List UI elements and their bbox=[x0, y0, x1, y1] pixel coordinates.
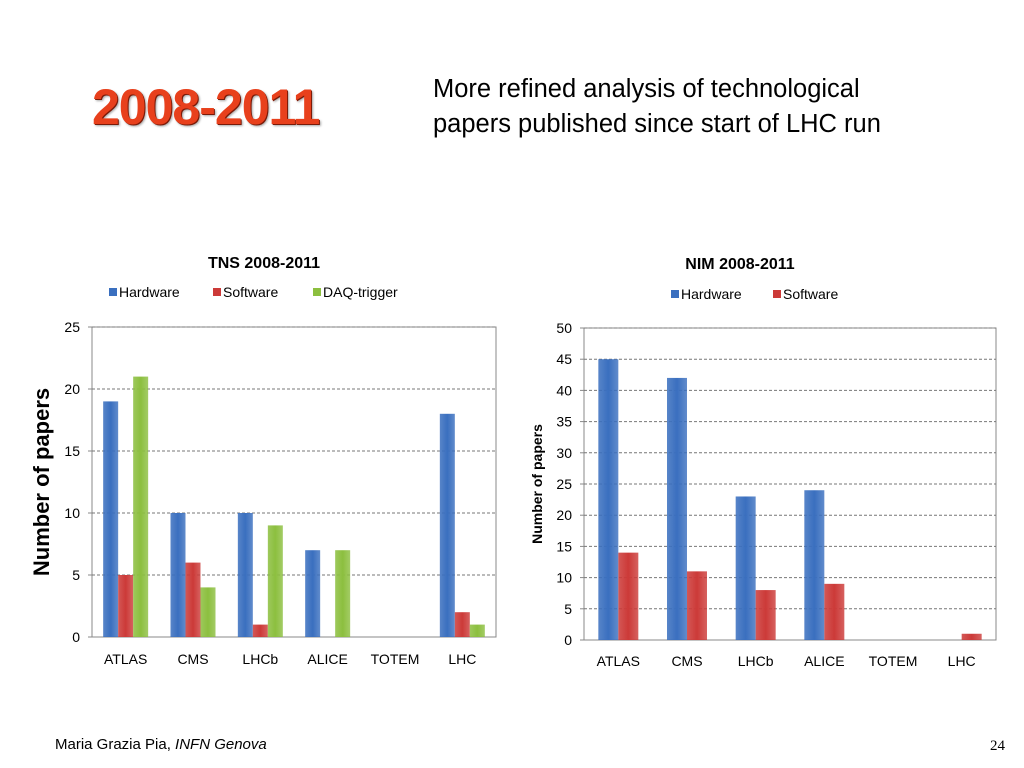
bar-hardware-cms bbox=[170, 513, 186, 637]
legend-swatch bbox=[773, 290, 781, 298]
legend-label: Software bbox=[223, 284, 278, 300]
bar-hardware-lhc bbox=[439, 413, 455, 637]
bar-daq-trigger-lhc bbox=[469, 624, 485, 637]
x-tick-label: ALICE bbox=[307, 651, 347, 667]
chart-title: TNS 2008-2011 bbox=[208, 255, 320, 272]
bar-hardware-alice bbox=[804, 490, 825, 640]
y-tick-label: 35 bbox=[556, 414, 572, 430]
bar-daq-trigger-alice bbox=[335, 550, 351, 637]
x-tick-label: ATLAS bbox=[597, 653, 640, 669]
x-tick-label: CMS bbox=[177, 651, 208, 667]
legend-label: Software bbox=[783, 286, 838, 302]
legend-label: Hardware bbox=[119, 284, 180, 300]
legend-label: Hardware bbox=[681, 286, 742, 302]
y-tick-label: 20 bbox=[64, 381, 80, 397]
legend-swatch bbox=[671, 290, 679, 298]
subtitle-line-1: More refined analysis of technological bbox=[433, 75, 860, 103]
bar-hardware-atlas bbox=[598, 359, 619, 640]
x-tick-label: LHC bbox=[948, 653, 976, 669]
bar-hardware-alice bbox=[305, 550, 321, 637]
x-tick-label: LHC bbox=[448, 651, 476, 667]
chart-title: NIM 2008-2011 bbox=[685, 256, 795, 273]
bar-hardware-cms bbox=[667, 377, 687, 640]
bar-software-lhcb bbox=[252, 624, 268, 637]
y-tick-label: 5 bbox=[564, 601, 572, 617]
page-number: 24 bbox=[990, 738, 1005, 754]
y-tick-label: 15 bbox=[64, 443, 80, 459]
y-tick-label: 20 bbox=[556, 507, 572, 523]
x-tick-label: LHCb bbox=[738, 653, 774, 669]
x-tick-label: TOTEM bbox=[371, 651, 420, 667]
x-tick-label: CMS bbox=[671, 653, 702, 669]
bar-daq-trigger-lhcb bbox=[267, 525, 283, 637]
y-tick-label: 10 bbox=[64, 505, 80, 521]
y-tick-label: 50 bbox=[556, 320, 572, 336]
x-tick-label: ATLAS bbox=[104, 651, 147, 667]
bar-software-cms bbox=[185, 562, 201, 637]
plot-frame bbox=[91, 326, 497, 638]
y-tick-label: 25 bbox=[64, 319, 80, 335]
slide-subtitle: More refined analysis of technological p… bbox=[433, 72, 993, 142]
footer-institution: INFN Genova bbox=[175, 736, 267, 753]
y-tick-label: 5 bbox=[72, 567, 80, 583]
y-tick-label: 0 bbox=[564, 632, 572, 648]
chart-1: TNS 2008-2011 Hardware Software DAQ-trigger… bbox=[29, 255, 497, 667]
x-tick-label: ALICE bbox=[804, 653, 844, 669]
footer-credit: Maria Grazia Pia, INFN Genova bbox=[55, 736, 267, 753]
legend-swatch bbox=[313, 288, 321, 296]
bar-hardware-lhcb bbox=[237, 513, 253, 637]
y-axis-label: Number of papers bbox=[529, 424, 545, 544]
y-axis-label: Number of papers bbox=[29, 388, 54, 576]
y-tick-label: 40 bbox=[556, 382, 572, 398]
bar-software-cms bbox=[687, 571, 707, 640]
bar-daq-trigger-cms bbox=[200, 587, 216, 637]
y-tick-label: 45 bbox=[556, 351, 572, 367]
bar-software-atlas bbox=[118, 575, 134, 637]
chart-2: NIM 2008-2011 Hardware Software 0 5 10 15 20 25 3… bbox=[529, 256, 997, 669]
y-tick-label: 0 bbox=[72, 629, 80, 645]
bar-hardware-atlas bbox=[103, 401, 119, 637]
bar-daq-trigger-atlas bbox=[133, 376, 149, 637]
bar-software-lhc bbox=[961, 633, 982, 640]
x-tick-label: LHCb bbox=[242, 651, 278, 667]
subtitle-line-2: papers published since start of LHC run bbox=[433, 110, 881, 138]
legend-swatch bbox=[109, 288, 117, 296]
bar-software-alice bbox=[824, 583, 845, 640]
footer-author: Maria Grazia Pia, bbox=[55, 736, 171, 753]
legend-swatch bbox=[213, 288, 221, 296]
y-tick-label: 25 bbox=[556, 476, 572, 492]
y-tick-label: 15 bbox=[556, 538, 572, 554]
y-tick-label: 10 bbox=[556, 570, 572, 586]
bar-software-lhcb bbox=[755, 590, 776, 640]
bar-software-lhc bbox=[454, 612, 470, 637]
y-tick-label: 30 bbox=[556, 445, 572, 461]
bar-hardware-lhcb bbox=[735, 496, 756, 640]
legend-label: DAQ-trigger bbox=[323, 284, 398, 300]
bar-software-atlas bbox=[618, 552, 639, 640]
x-tick-label: TOTEM bbox=[869, 653, 918, 669]
slide-title: 2008-2011 bbox=[92, 79, 320, 135]
